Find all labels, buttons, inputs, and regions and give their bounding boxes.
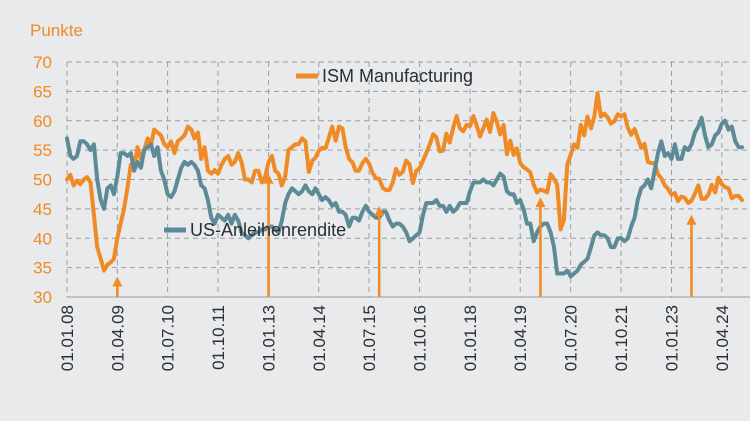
y-tick-label-55: 55 xyxy=(33,141,52,160)
x-tick-label-8: 01.01.18 xyxy=(461,305,480,371)
y-tick-label-50: 50 xyxy=(33,171,52,190)
x-tick-labels: 01.01.08 01.04.09 01.07.10 01.10.11 01.01.13… xyxy=(58,305,732,371)
series-line-ism xyxy=(65,91,744,273)
legend-ism-label: ISM Manufacturing xyxy=(322,66,473,86)
x-tick-label-4: 01.01.13 xyxy=(260,305,279,371)
series-line-yield xyxy=(65,115,744,279)
arrow-head-3 xyxy=(535,197,546,208)
y-tick-label-60: 60 xyxy=(33,112,52,131)
arrow-head-0 xyxy=(112,276,123,287)
legend: ISM Manufacturing US-Anleihenrendite xyxy=(164,66,473,240)
x-tick-label-3: 01.10.11 xyxy=(209,305,228,370)
series-lines xyxy=(65,91,744,279)
x-tick-label-2: 01.07.10 xyxy=(159,305,178,371)
x-tick-label-6: 01.07.15 xyxy=(360,305,379,371)
x-tick-label-10: 01.07.20 xyxy=(562,305,581,371)
y-tick-labels: 30 35 40 45 50 55 60 65 70 xyxy=(33,53,52,307)
y-tick-label-70: 70 xyxy=(33,53,52,72)
x-tick-label-13: 01.04.24 xyxy=(713,305,732,371)
x-tick-label-0: 01.01.08 xyxy=(58,305,77,371)
arrow-head-1 xyxy=(263,173,274,184)
y-axis-label: Punkte xyxy=(30,21,83,40)
y-tick-label-65: 65 xyxy=(33,82,52,101)
x-tick-label-1: 01.04.09 xyxy=(108,305,127,371)
annotation-arrows xyxy=(112,173,697,297)
x-tick-label-9: 01.04.19 xyxy=(511,305,530,371)
x-tick-label-7: 01.10.16 xyxy=(411,305,430,371)
x-tick-label-11: 01.10.21 xyxy=(612,305,631,371)
x-tick-label-5: 01.04.14 xyxy=(310,305,329,371)
y-tick-label-40: 40 xyxy=(33,229,52,248)
y-tick-label-30: 30 xyxy=(33,288,52,307)
y-tick-label-35: 35 xyxy=(33,259,52,278)
legend-yield-label: US-Anleihenrendite xyxy=(190,220,346,240)
arrow-head-2 xyxy=(374,205,385,216)
y-tick-label-45: 45 xyxy=(33,200,52,219)
arrow-head-4 xyxy=(686,214,697,225)
x-tick-label-12: 01.01.23 xyxy=(662,305,681,371)
